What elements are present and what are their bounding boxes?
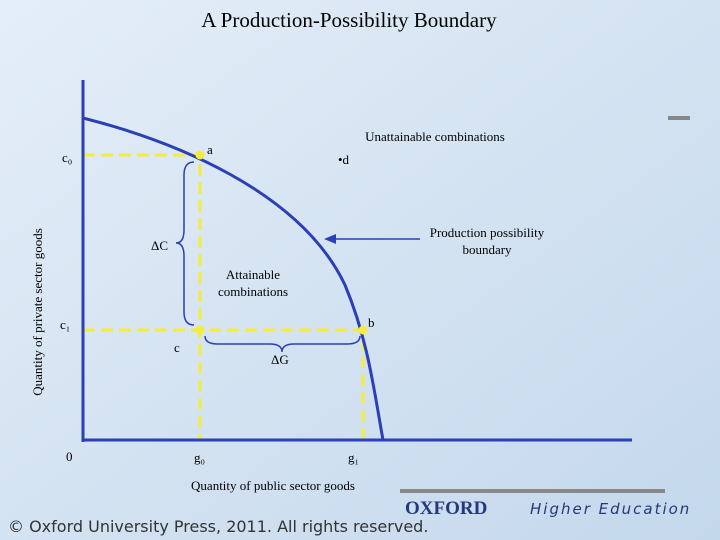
label: c₁ (60, 317, 70, 332)
ppb-curve (82, 116, 385, 441)
label: •d (338, 152, 350, 167)
brand-sub: Higher Education (530, 500, 691, 518)
title: A Production-Possibility Boundary (201, 8, 497, 32)
label: g₁ (348, 450, 359, 465)
copyright: © Oxford University Press, 2011. All rig… (8, 517, 428, 536)
arrow-head (324, 234, 336, 244)
y-axis-label: Quantity of private sector goods (30, 228, 45, 396)
label: boundary (462, 242, 512, 257)
x-axis-label: Quantity of public sector goods (191, 478, 355, 493)
brace-g (204, 335, 361, 353)
label: Production possibility (430, 225, 545, 240)
label: Unattainable combinations (365, 129, 505, 144)
label: b (368, 315, 375, 330)
brace-c (175, 161, 195, 326)
label: combinations (218, 284, 288, 299)
label: g₀ (194, 450, 205, 465)
label: a (207, 142, 213, 157)
label: 0 (66, 449, 73, 464)
label: c₀ (62, 150, 72, 165)
point-a (195, 150, 205, 160)
point-c (195, 325, 205, 335)
label: c (174, 340, 180, 355)
point-b (358, 325, 368, 335)
label: ΔC (151, 238, 168, 253)
label: ΔG (271, 352, 289, 367)
brand: OXFORD (405, 498, 487, 519)
label: Attainable (226, 267, 280, 282)
